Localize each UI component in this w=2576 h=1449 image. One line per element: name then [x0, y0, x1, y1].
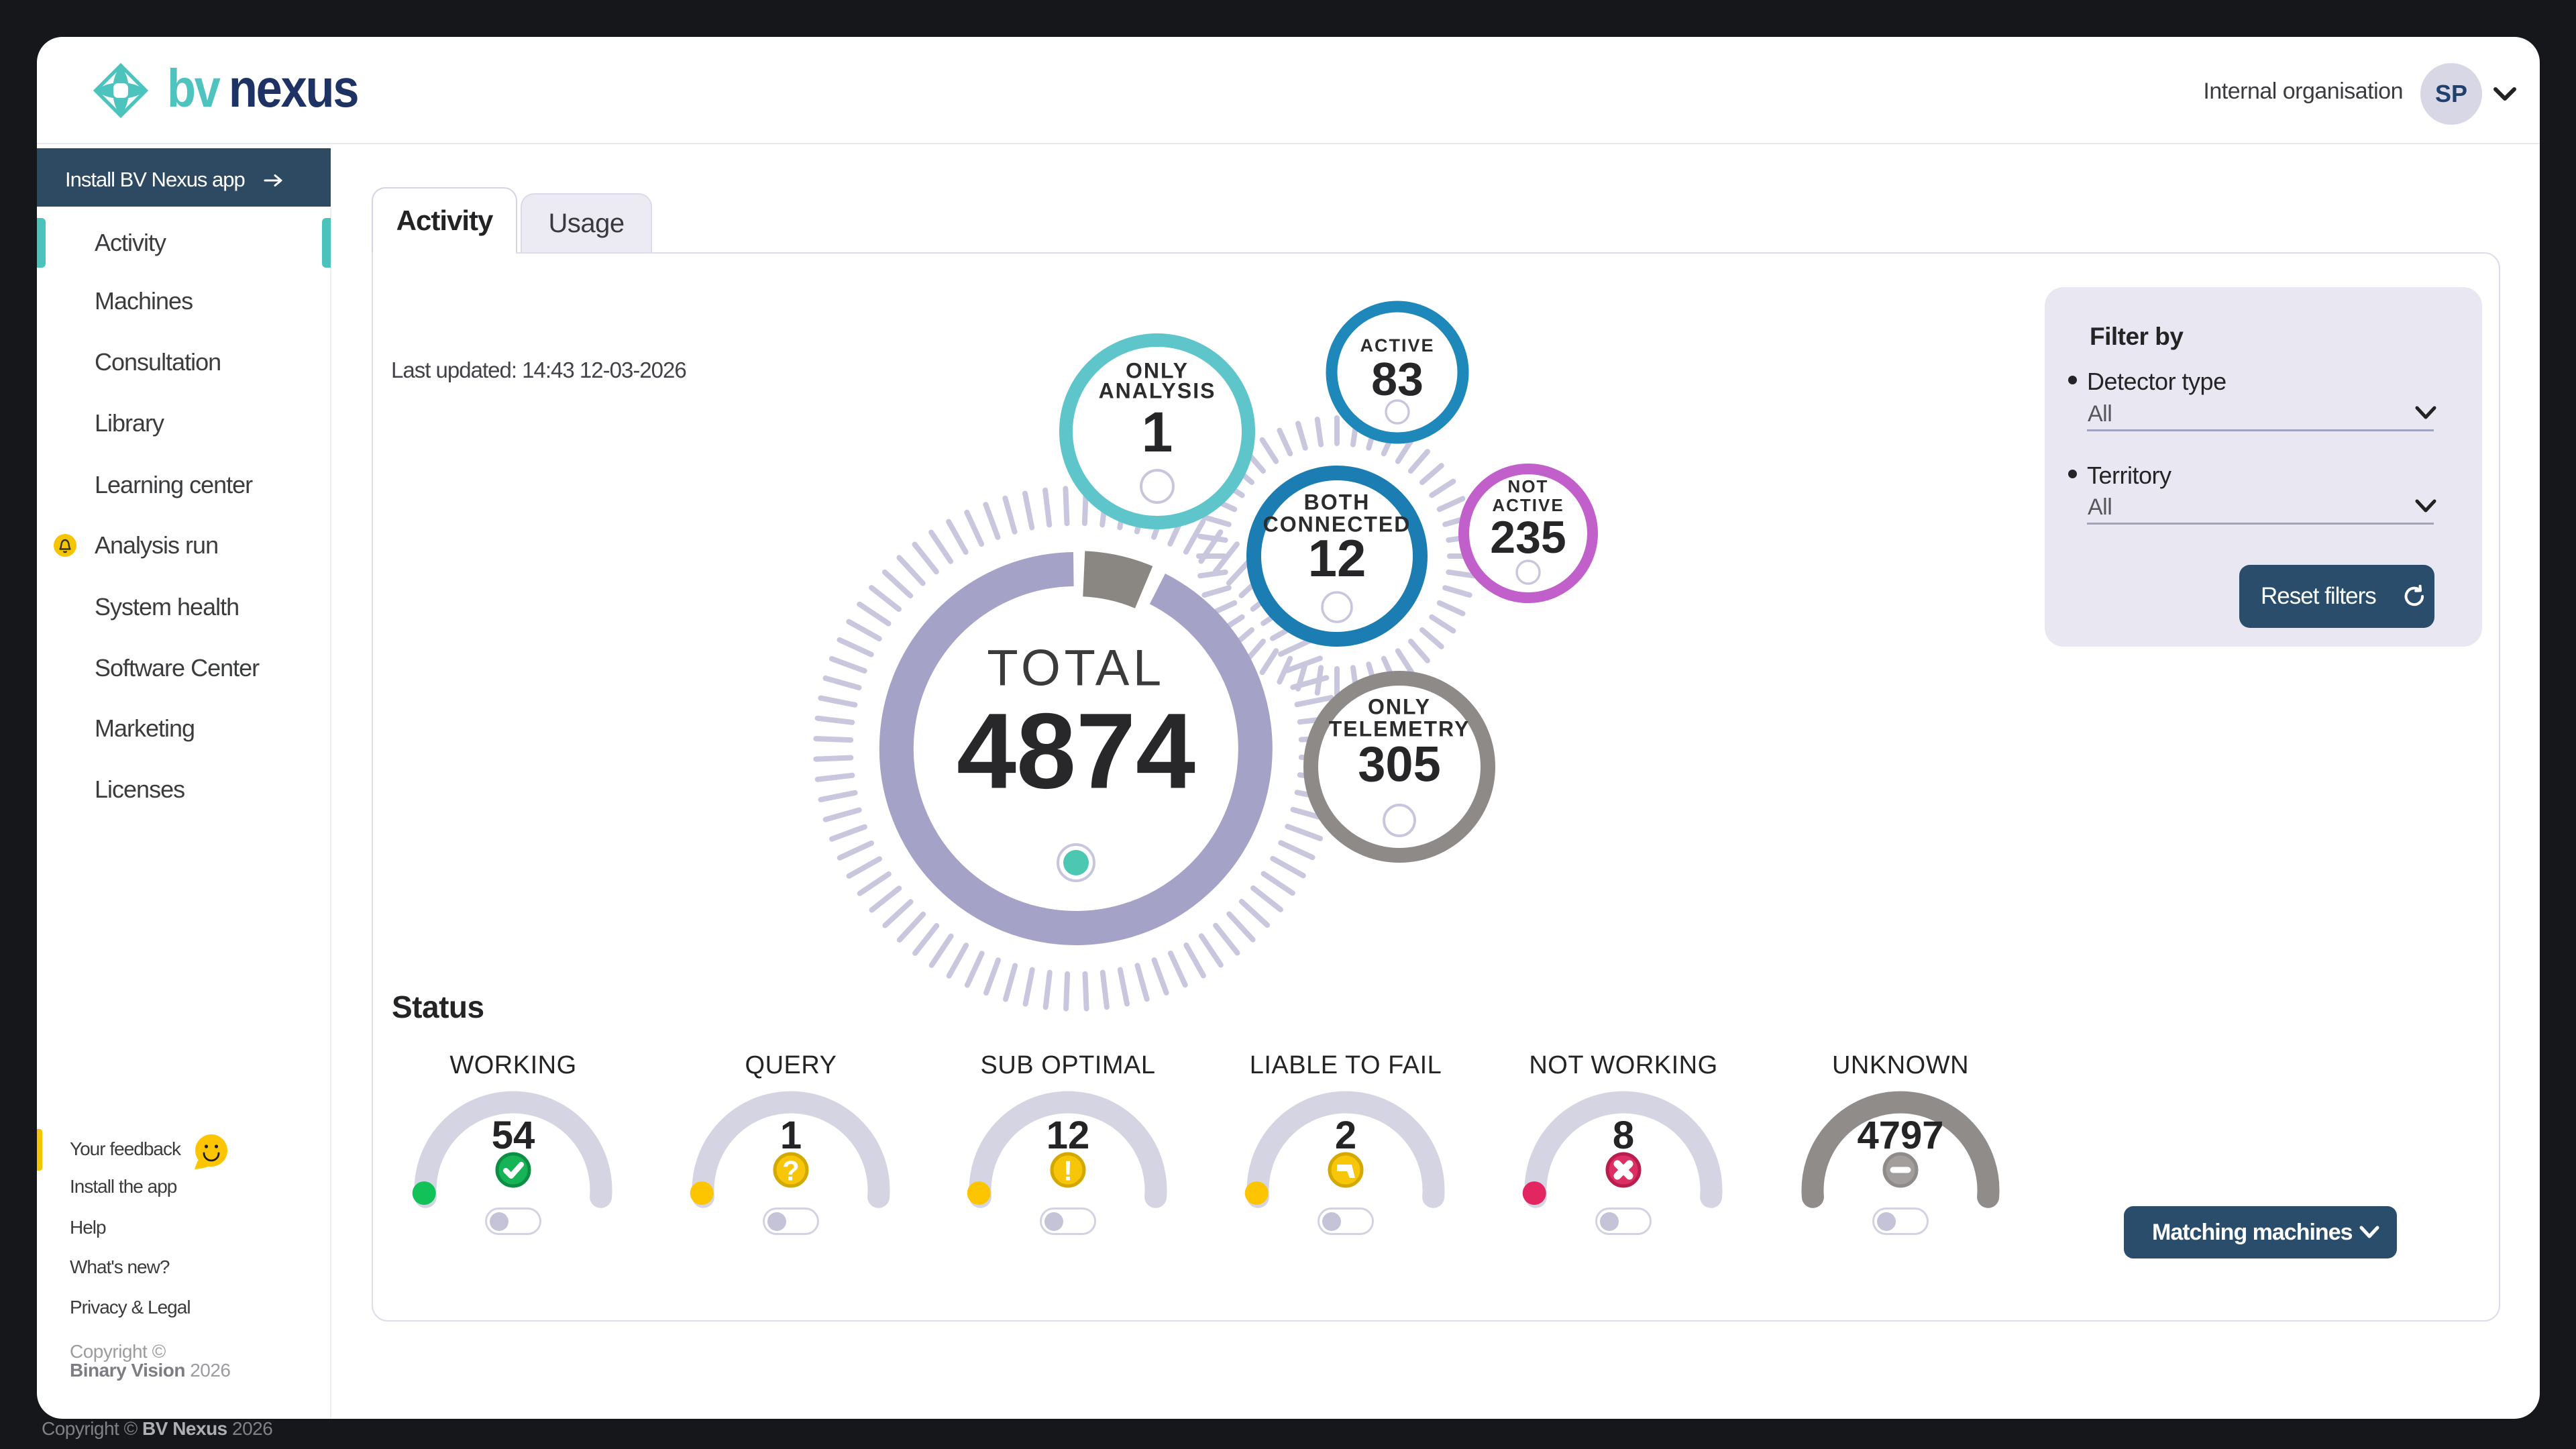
svg-text:ANALYSIS: ANALYSIS — [1099, 378, 1216, 402]
svg-text:ACTIVE: ACTIVE — [1360, 335, 1434, 356]
svg-text:235: 235 — [1490, 512, 1566, 563]
svg-text:83: 83 — [1371, 353, 1424, 405]
svg-text:305: 305 — [1358, 737, 1440, 792]
svg-text:ACTIVE: ACTIVE — [1492, 495, 1564, 515]
svg-text:12: 12 — [1308, 529, 1366, 588]
svg-text:TOTAL: TOTAL — [987, 640, 1165, 697]
svg-text:TELEMETRY: TELEMETRY — [1329, 716, 1470, 741]
svg-text:ONLY: ONLY — [1368, 694, 1431, 718]
svg-text:NOT: NOT — [1508, 476, 1549, 496]
svg-text:CONNECTED: CONNECTED — [1263, 512, 1411, 536]
svg-text:BOTH: BOTH — [1304, 490, 1371, 514]
svg-text:ONLY: ONLY — [1126, 358, 1189, 382]
svg-text:1: 1 — [1142, 400, 1173, 464]
svg-text:?: ? — [782, 1155, 800, 1187]
svg-text:4874: 4874 — [957, 691, 1195, 811]
svg-text:!: ! — [1063, 1155, 1073, 1187]
